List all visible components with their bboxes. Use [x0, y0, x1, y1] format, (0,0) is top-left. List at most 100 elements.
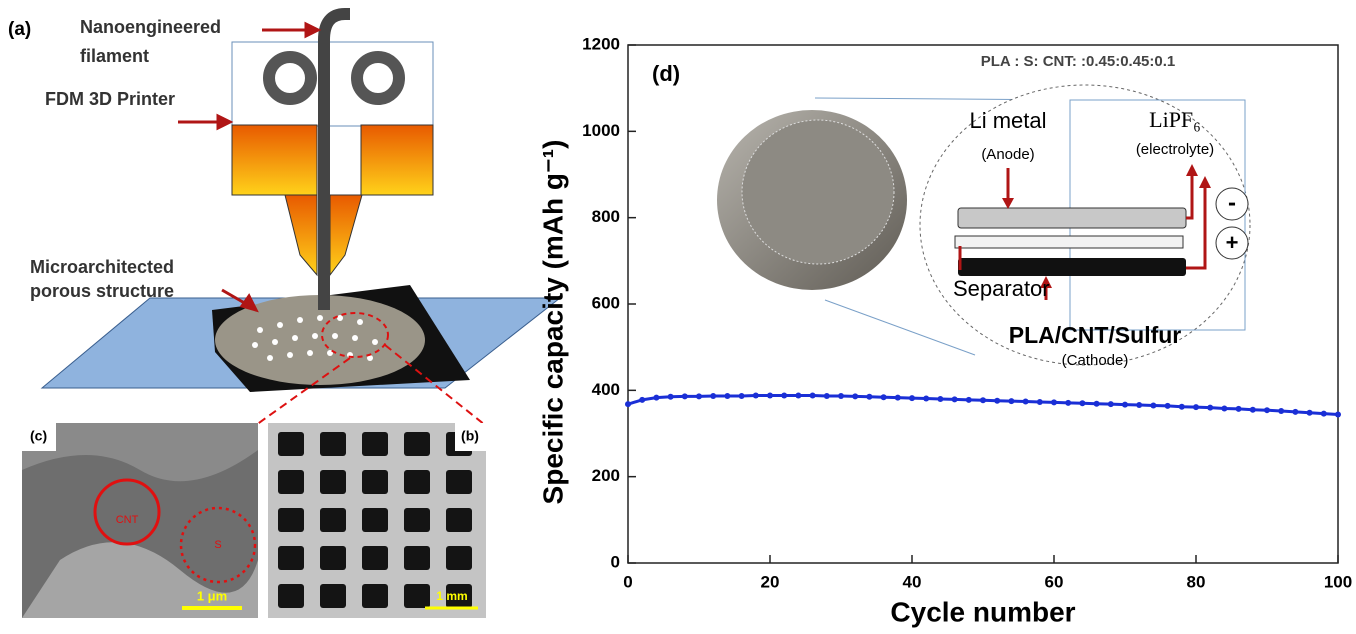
data-point: [1307, 410, 1313, 416]
pore: [320, 432, 346, 456]
pore: [320, 546, 346, 570]
data-point: [739, 393, 745, 399]
label: -: [1228, 189, 1236, 216]
data-point: [710, 393, 716, 399]
label: CNT: [116, 514, 139, 526]
x-tick-label: 100: [1324, 572, 1352, 591]
data-point: [980, 397, 986, 403]
data-point: [639, 397, 645, 403]
panel-label: (b): [461, 428, 479, 444]
inset: Li metal (Anode) LiPF₆ (electrolyte) - +…: [717, 85, 1250, 369]
scale-bar: 1 μm: [197, 588, 227, 603]
data-point: [781, 393, 787, 399]
y-tick-label: 0: [611, 552, 620, 571]
data-point: [1051, 399, 1057, 405]
pore: [362, 508, 388, 532]
chart: (d) PLA : S: CNT: :0.45:0.45:0.1 Specifi…: [537, 34, 1352, 627]
heater-right: [361, 125, 433, 195]
data-point: [1193, 404, 1199, 410]
label: LiPF₆: [1149, 107, 1201, 132]
x-axis-label: Cycle number: [890, 596, 1075, 627]
pore: [446, 508, 472, 532]
data-point: [923, 396, 929, 402]
x-tick-label: 60: [1045, 572, 1064, 591]
data-point: [1179, 404, 1185, 410]
data-point: [1108, 401, 1114, 407]
data-point: [1321, 411, 1327, 417]
y-tick-label: 200: [592, 466, 620, 485]
y-axis-label: Specific capacity (mAh g⁻¹): [537, 140, 568, 505]
data-point: [1065, 400, 1071, 406]
data-point: [895, 395, 901, 401]
pore: [362, 432, 388, 456]
label: porous structure: [30, 281, 174, 301]
label: Li metal: [969, 108, 1046, 133]
data-point: [1079, 400, 1085, 406]
label: Separator: [953, 276, 1050, 301]
pore: [404, 432, 430, 456]
data-point: [1136, 402, 1142, 408]
data-point: [753, 393, 759, 399]
data-point: [696, 393, 702, 399]
x-tick-label: 20: [761, 572, 780, 591]
nozzle-left: [285, 195, 317, 275]
data-point: [767, 393, 773, 399]
y-tick-label: 600: [592, 293, 620, 312]
x-tick-label: 40: [903, 572, 922, 591]
y-tick-label: 1000: [582, 121, 620, 140]
panel-b: (b) 1 mm: [268, 423, 486, 618]
data-point: [966, 397, 972, 403]
data-point: [1165, 403, 1171, 409]
pore: [404, 546, 430, 570]
label: S: [214, 539, 221, 551]
spool: [357, 57, 399, 99]
pore: [278, 470, 304, 494]
pore: [362, 470, 388, 494]
data-point: [668, 394, 674, 400]
data-point: [838, 393, 844, 399]
panel-label: (a): [8, 19, 31, 40]
pore: [278, 584, 304, 608]
figure: (a) Nanoengineered filament FDM 3D Print…: [0, 0, 1356, 634]
data-point: [1278, 408, 1284, 414]
pore: [320, 508, 346, 532]
label: (Anode): [981, 146, 1034, 163]
y-tick-label: 800: [592, 207, 620, 226]
data-point: [1250, 407, 1256, 413]
pore: [278, 508, 304, 532]
nozzle-right: [330, 195, 362, 275]
label: +: [1226, 230, 1239, 255]
pore: [446, 546, 472, 570]
data-point: [1335, 412, 1341, 418]
data-point: [1023, 399, 1029, 405]
data-point: [866, 394, 872, 400]
data-point: [625, 401, 631, 407]
label: Nanoengineered: [80, 17, 221, 37]
pore: [278, 432, 304, 456]
data-point: [1236, 406, 1242, 412]
scale-bar: 1 mm: [436, 589, 467, 603]
data-point: [682, 393, 688, 399]
pore: [446, 470, 472, 494]
panel-a: (a) Nanoengineered filament FDM 3D Print…: [8, 14, 560, 425]
data-point: [1264, 407, 1270, 413]
x-tick-label: 80: [1187, 572, 1206, 591]
spool: [269, 57, 311, 99]
pore: [320, 470, 346, 494]
data-point: [994, 398, 1000, 404]
pore: [278, 546, 304, 570]
label: PLA/CNT/Sulfur: [1009, 322, 1182, 348]
data-point: [795, 393, 801, 399]
data-point: [824, 393, 830, 399]
data-point: [724, 393, 730, 399]
label: filament: [80, 46, 149, 66]
heater-left: [232, 125, 317, 195]
y-tick-label: 400: [592, 380, 620, 399]
panel-label: (d): [652, 61, 680, 86]
y-tick-label: 1200: [582, 34, 620, 53]
data-point: [1292, 409, 1298, 415]
data-point: [852, 393, 858, 399]
data-point: [1221, 405, 1227, 411]
data-point: [881, 394, 887, 400]
label: (Cathode): [1062, 352, 1129, 369]
